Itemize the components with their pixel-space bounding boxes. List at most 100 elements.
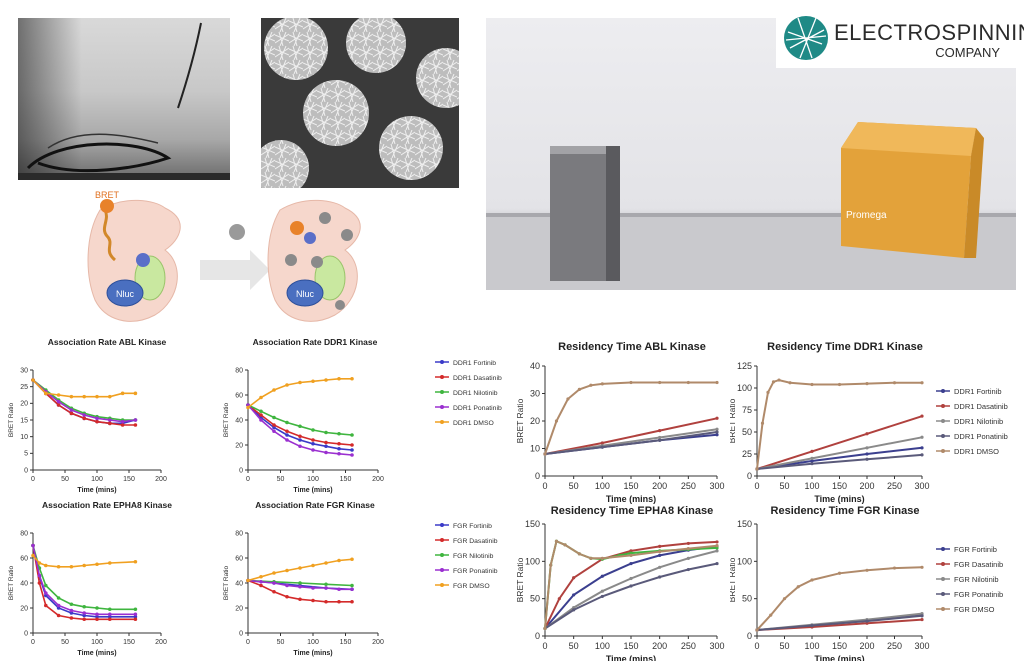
data-point — [543, 452, 547, 456]
data-point — [246, 405, 250, 410]
x-axis-label: Time (mins) — [77, 650, 116, 657]
data-point — [95, 614, 99, 619]
data-point — [350, 453, 354, 457]
series-line — [32, 545, 136, 611]
data-point — [108, 394, 112, 399]
data-point — [337, 558, 341, 563]
data-point — [272, 589, 276, 594]
series-line — [32, 379, 136, 398]
y-tick-label: 0 — [747, 471, 752, 481]
legend-label: FGR Ponatinib — [453, 568, 498, 575]
data-point — [324, 599, 328, 604]
data-point — [44, 563, 48, 568]
data-point — [920, 435, 924, 439]
x-axis-label: Time (mins) — [293, 650, 332, 657]
data-point — [658, 435, 662, 440]
legend-marker — [440, 360, 444, 364]
data-point — [56, 603, 61, 608]
chart-title: Residency Time ABL Kinase — [558, 341, 706, 353]
legend-label: FGR Nilotinib — [954, 575, 999, 584]
x-tick-label: 50 — [277, 476, 285, 483]
legend-marker — [941, 449, 945, 453]
legend-marker — [941, 607, 945, 611]
x-tick-label: 150 — [832, 481, 847, 491]
data-point — [298, 584, 302, 589]
y-tick-label: 0 — [239, 467, 243, 474]
data-point — [285, 433, 289, 437]
data-point — [865, 621, 869, 625]
y-tick-label: 40 — [235, 580, 243, 587]
data-point — [272, 423, 276, 427]
x-tick-label: 150 — [832, 641, 847, 651]
x-tick-label: 300 — [709, 641, 724, 651]
data-point — [629, 553, 633, 557]
data-point — [810, 623, 814, 628]
legend-marker — [440, 538, 444, 542]
data-point — [311, 598, 315, 603]
data-point — [658, 565, 662, 569]
legend-label: DDR1 DMSO — [954, 447, 999, 456]
x-tick-label: 150 — [123, 639, 135, 646]
legend-marker — [941, 419, 945, 423]
legend-label: DDR1 DMSO — [453, 420, 494, 427]
data-point — [324, 561, 328, 565]
data-point — [350, 587, 354, 592]
data-point — [629, 551, 633, 555]
legend-marker — [941, 434, 945, 438]
data-point — [44, 391, 48, 396]
data-point — [69, 564, 74, 569]
data-point — [56, 399, 61, 404]
data-point — [920, 381, 924, 385]
y-axis-label: BRET Ratio — [730, 398, 737, 443]
legend-marker — [941, 547, 945, 551]
data-point — [311, 586, 315, 590]
data-point — [810, 449, 814, 453]
data-point — [108, 612, 112, 617]
data-point — [311, 379, 315, 384]
data-point — [554, 539, 559, 543]
data-point — [771, 380, 776, 384]
y-tick-label: 25 — [20, 384, 28, 391]
x-tick-label: 150 — [340, 476, 352, 483]
bret-label: BRET — [95, 190, 120, 200]
data-point — [120, 391, 125, 396]
x-tick-label: 100 — [804, 481, 819, 491]
data-point — [69, 608, 74, 613]
y-axis-label: BRET Ratio — [515, 557, 525, 602]
nluc-label: Nluc — [116, 289, 135, 299]
data-point — [337, 587, 341, 592]
data-point — [246, 578, 250, 583]
x-tick-label: 0 — [542, 641, 547, 651]
legend-label: DDR1 Nilotinib — [954, 417, 1003, 426]
data-point — [589, 383, 593, 387]
data-point — [920, 614, 924, 618]
y-tick-label: 100 — [525, 556, 540, 566]
legend-marker — [440, 405, 444, 409]
data-point — [865, 568, 869, 572]
y-tick-label: 100 — [737, 383, 752, 393]
data-point — [566, 397, 570, 401]
legend-marker — [941, 389, 945, 393]
data-point — [337, 441, 341, 446]
legend-label: FGR DMSO — [954, 605, 995, 614]
data-point — [892, 381, 897, 385]
data-point — [272, 581, 276, 585]
x-tick-label: 200 — [155, 476, 167, 483]
data-point — [658, 575, 662, 579]
data-point — [920, 414, 924, 418]
data-point — [350, 376, 354, 381]
data-point — [120, 419, 125, 424]
data-point — [810, 462, 814, 466]
data-point — [82, 611, 86, 615]
y-axis-label: BRET Ratio — [223, 566, 230, 601]
promega-box — [841, 122, 976, 258]
data-point — [272, 415, 276, 420]
data-point — [95, 394, 99, 399]
data-point — [350, 557, 354, 562]
legend-marker — [440, 523, 444, 527]
y-tick-label: 150 — [525, 519, 540, 529]
data-point — [324, 586, 328, 590]
legend-label: DDR1 Ponatinib — [954, 432, 1008, 441]
series-line — [247, 558, 353, 582]
